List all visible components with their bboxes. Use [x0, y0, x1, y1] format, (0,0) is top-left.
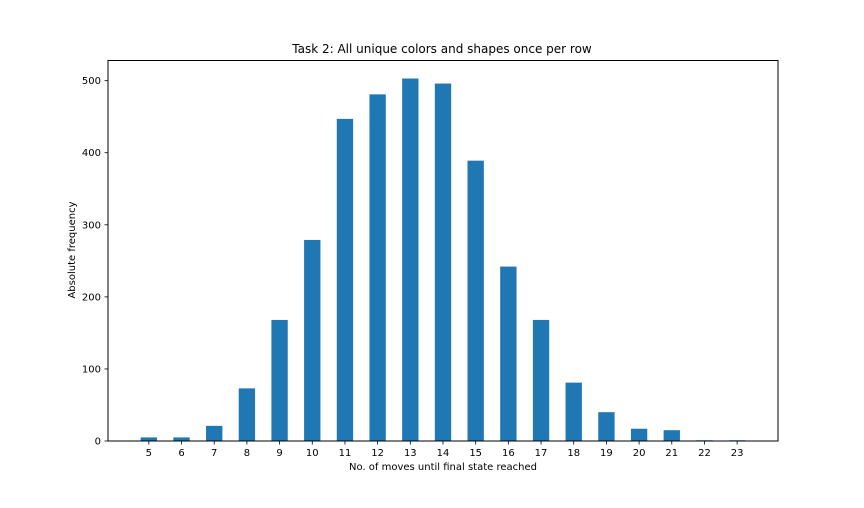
x-tick-label-13: 13 — [404, 448, 417, 459]
x-axis-ticks: 5 6 7 8 9 10 11 12 13 14 15 16 17 18 19 20 21 22 23 — [146, 441, 744, 459]
x-tick-label-16: 16 — [502, 448, 515, 459]
x-tick-label-12: 12 — [371, 448, 384, 459]
x-tick-label-17: 17 — [535, 448, 548, 459]
plot-frame — [107, 60, 779, 442]
x-tick-label-15: 15 — [469, 448, 482, 459]
bar-12 — [369, 94, 386, 442]
bar-6 — [173, 437, 190, 441]
bar-16 — [500, 266, 517, 441]
x-tick-label-22: 22 — [698, 448, 711, 459]
x-tick-label-19: 19 — [600, 448, 613, 459]
y-tick-label-200: 200 — [82, 292, 101, 303]
y-tick-label-400: 400 — [82, 148, 101, 159]
x-tick-label-7: 7 — [211, 448, 217, 459]
bar-20 — [630, 428, 648, 441]
y-tick-label-100: 100 — [82, 364, 101, 375]
x-tick-label-8: 8 — [244, 448, 250, 459]
bars-group — [140, 78, 746, 442]
bar-18 — [565, 382, 582, 441]
bar-19 — [598, 412, 615, 441]
x-tick-label-18: 18 — [567, 448, 580, 459]
y-axis-ticks: 0 100 200 300 400 500 — [82, 76, 108, 448]
bar-21 — [663, 430, 680, 441]
x-axis-label: No. of moves until final state reached — [349, 462, 537, 473]
bar-9 — [271, 319, 288, 441]
bar-8 — [238, 388, 256, 441]
bar-11 — [336, 118, 354, 442]
bar-5 — [140, 437, 158, 441]
x-tick-label-20: 20 — [633, 448, 646, 459]
bar-7 — [206, 425, 223, 441]
chart-title: Task 2: All unique colors and shapes onc… — [291, 42, 592, 56]
y-tick-label-0: 0 — [95, 437, 101, 448]
x-tick-label-21: 21 — [665, 448, 678, 459]
x-tick-label-6: 6 — [178, 448, 184, 459]
y-tick-label-300: 300 — [82, 220, 101, 231]
bar-14 — [434, 83, 452, 441]
y-axis-label: Absolute frequency — [67, 201, 78, 298]
bar-10 — [304, 239, 321, 441]
x-tick-label-23: 23 — [731, 448, 744, 459]
x-tick-label-11: 11 — [339, 448, 352, 459]
y-tick-label-500: 500 — [82, 76, 101, 87]
bar-15 — [467, 160, 484, 442]
x-tick-label-5: 5 — [146, 448, 152, 459]
x-tick-label-10: 10 — [306, 448, 319, 459]
bar-13 — [402, 78, 419, 442]
bar-17 — [532, 319, 550, 441]
x-tick-label-9: 9 — [276, 448, 282, 459]
x-tick-label-14: 14 — [437, 448, 450, 459]
